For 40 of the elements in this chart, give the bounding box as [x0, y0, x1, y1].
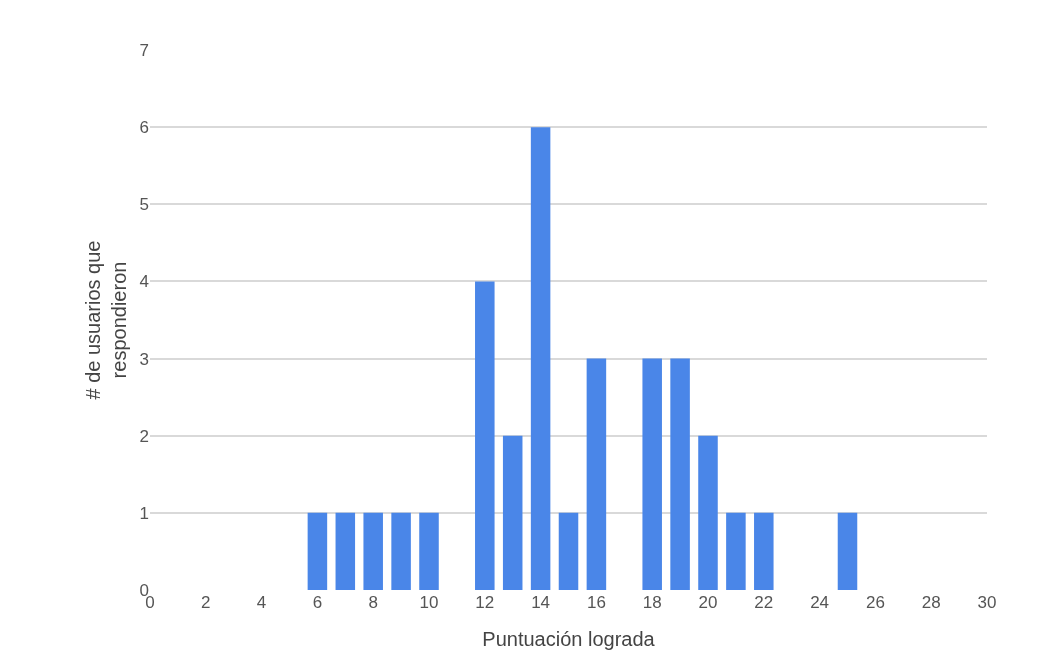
- bar: [558, 512, 579, 590]
- bar: [726, 512, 746, 590]
- y-axis-title: # de usuarios que respondieron: [82, 240, 130, 400]
- x-tick-label: 12: [475, 593, 495, 612]
- x-tick-label: 16: [586, 593, 606, 612]
- bar: [502, 435, 523, 590]
- y-tick-label: 3: [139, 349, 149, 369]
- y-tick-label: 4: [139, 272, 149, 292]
- x-tick-label: 30: [977, 593, 997, 612]
- bar: [754, 512, 774, 590]
- bar: [419, 512, 439, 590]
- x-tick-label: 28: [921, 593, 941, 612]
- x-tick-label: 24: [810, 593, 830, 612]
- y-tick-label: 2: [139, 426, 149, 446]
- bar: [530, 127, 551, 590]
- x-tick-label: 26: [865, 593, 885, 612]
- bar: [642, 358, 662, 590]
- bar: [837, 512, 858, 590]
- y-tick-label: 5: [139, 195, 149, 215]
- y-tick-label: 6: [139, 118, 149, 138]
- x-tick-label: 14: [531, 593, 551, 612]
- x-tick-label: 10: [419, 593, 439, 612]
- x-axis-title: Puntuación lograda: [482, 628, 656, 650]
- x-tick-label: 8: [368, 593, 378, 612]
- y-tick-label: 7: [139, 40, 149, 60]
- bar: [586, 358, 607, 590]
- bar: [363, 512, 383, 590]
- bar: [335, 512, 356, 590]
- x-tick-label: 22: [754, 593, 774, 612]
- bar: [391, 512, 411, 590]
- bar: [307, 512, 328, 590]
- bar: [475, 281, 495, 590]
- x-tick-label: 18: [642, 593, 662, 612]
- bar: [670, 358, 690, 590]
- x-tick-label: 2: [201, 593, 211, 612]
- x-tick-label: 6: [312, 593, 323, 612]
- x-tick-label: 4: [256, 593, 267, 612]
- x-tick-label: 20: [698, 593, 718, 612]
- bar: [698, 435, 718, 590]
- y-tick-label: 1: [139, 503, 149, 523]
